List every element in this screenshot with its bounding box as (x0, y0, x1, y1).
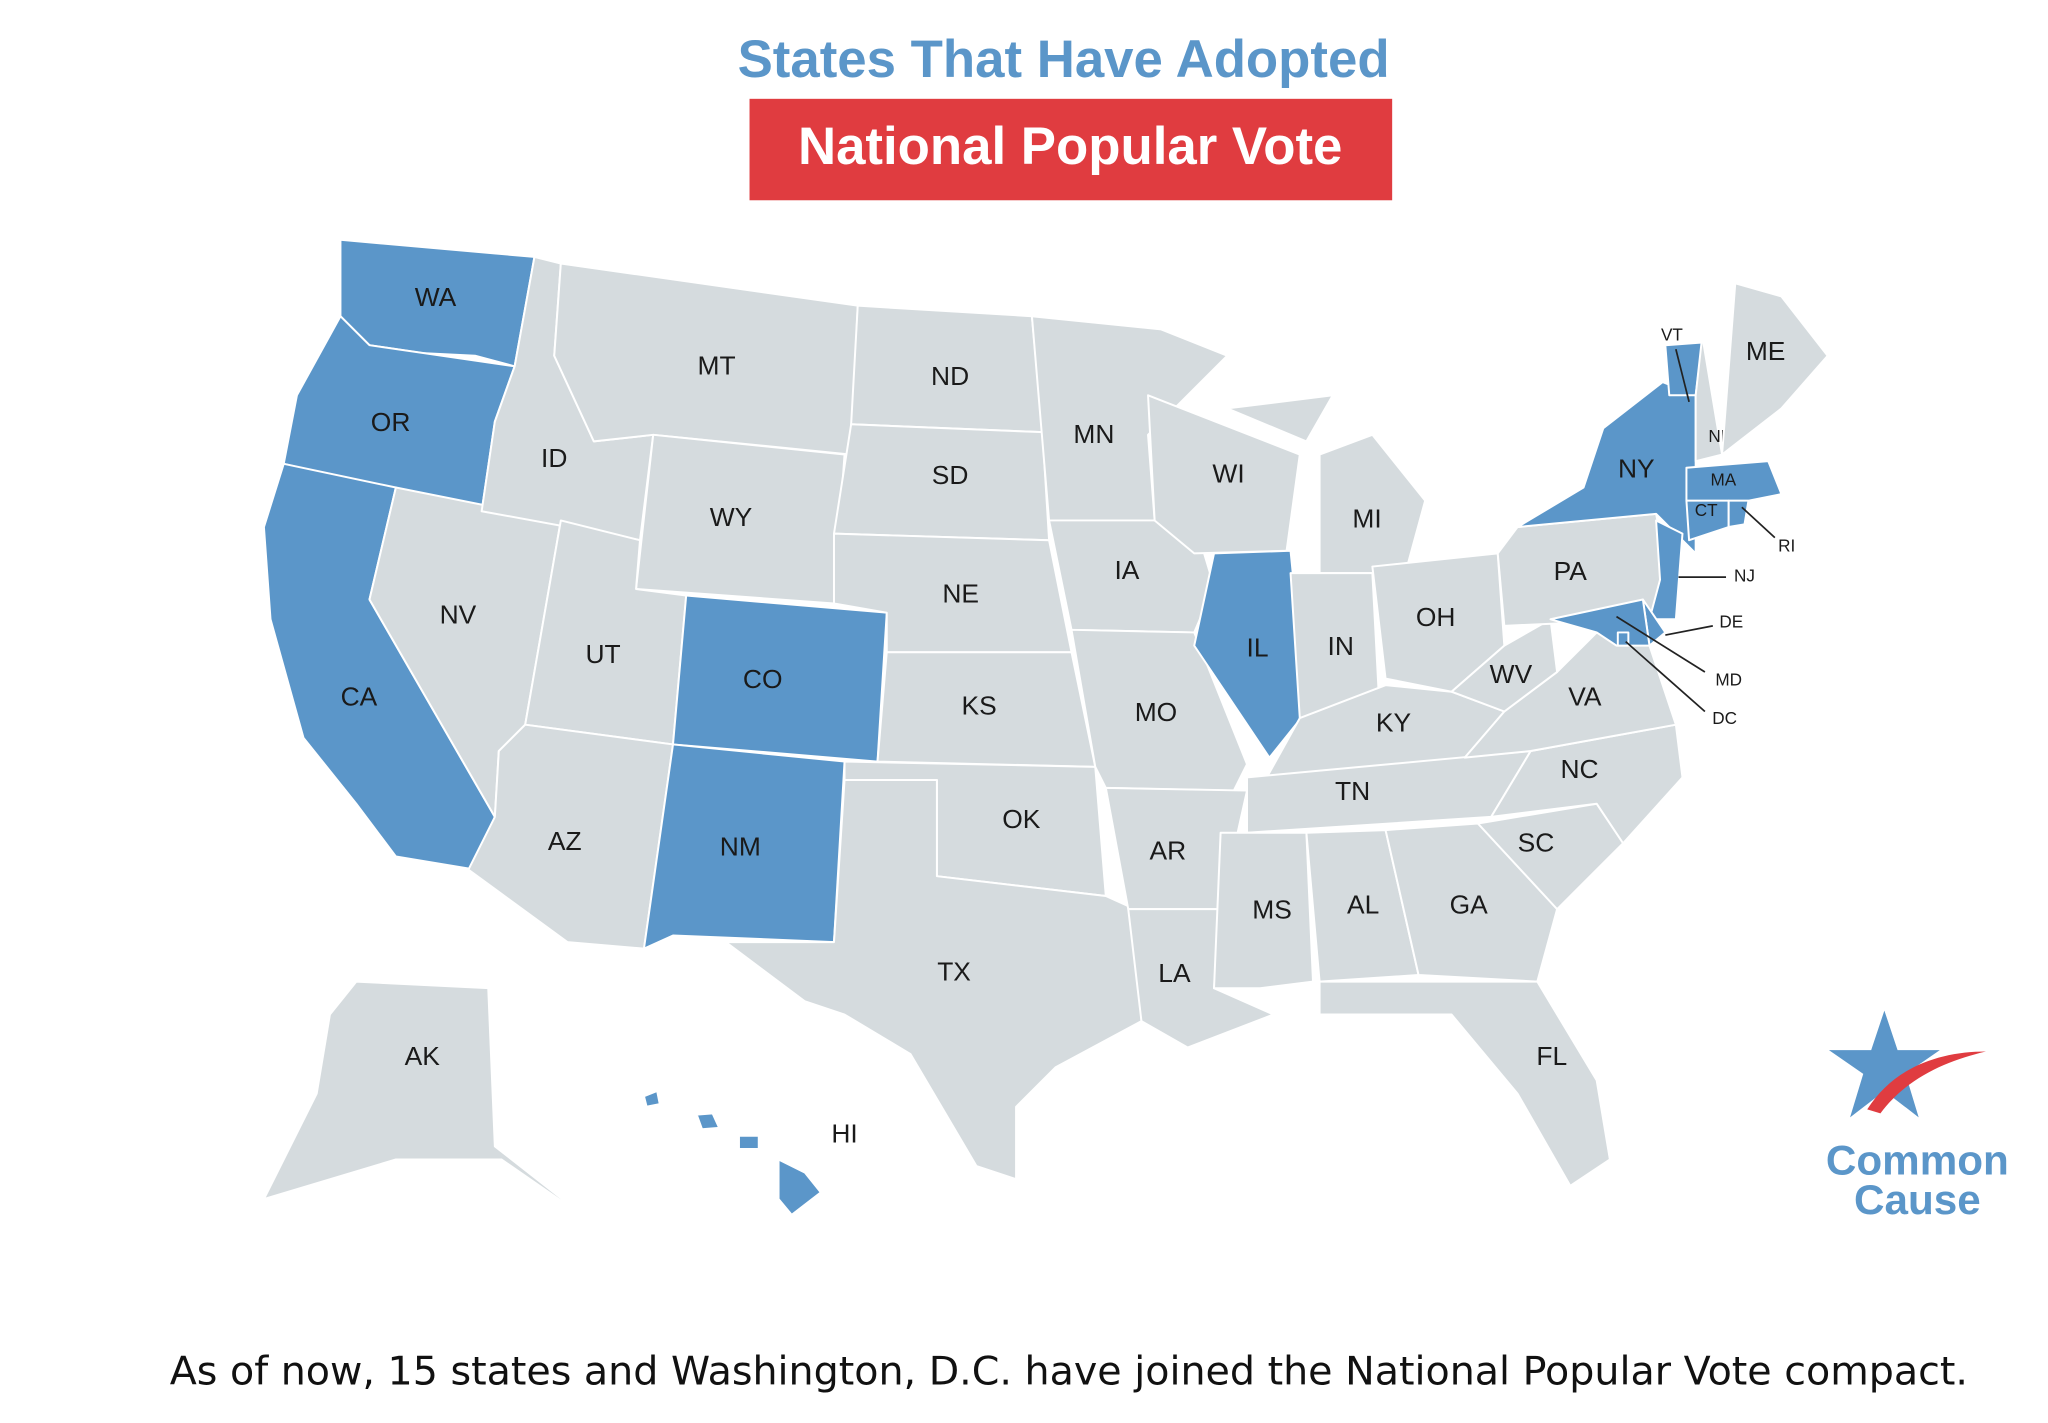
state-shape (262, 980, 589, 1220)
state-label: VA (1568, 681, 1602, 711)
state-label: CO (743, 664, 783, 694)
state-shape (1685, 460, 1783, 502)
title: States That Have Adopted (738, 30, 1390, 89)
state-label: SC (1518, 828, 1555, 858)
state-label: AR (1150, 835, 1187, 865)
state-label: ND (931, 361, 969, 391)
state-label: AL (1347, 889, 1379, 919)
leader-line (1616, 615, 1706, 673)
state-label: WI (1212, 459, 1244, 489)
state-label: MS (1252, 895, 1292, 925)
state-shape (1727, 499, 1750, 529)
leader-line (1675, 348, 1690, 403)
state-label: MI (1352, 503, 1381, 533)
state-shape (1213, 831, 1314, 990)
state-label: VT (1661, 325, 1683, 345)
state-label: MD (1715, 670, 1742, 690)
state-label: MA (1711, 469, 1737, 489)
state-label: OK (1002, 804, 1041, 834)
state-label: MN (1073, 419, 1114, 449)
state-label: MO (1135, 697, 1178, 727)
state-shape (724, 779, 1143, 1181)
state-label: WV (1490, 659, 1533, 689)
state-label: KY (1376, 708, 1411, 738)
state-label: WY (710, 502, 753, 532)
state-label: AZ (548, 826, 582, 856)
state-label: NM (720, 832, 761, 862)
logo: Common Cause (1826, 1010, 2009, 1223)
state-label: OR (371, 407, 411, 437)
logo-swoosh (1867, 1051, 1986, 1114)
state-label: UT (585, 639, 620, 669)
subtitle: National Popular Vote (798, 117, 1342, 176)
state-label: NY (1618, 453, 1655, 483)
state-shape (737, 1134, 760, 1150)
state-label: DE (1719, 612, 1743, 632)
leader-line (1625, 641, 1706, 713)
state-shape (1193, 549, 1308, 759)
state-label: MT (697, 351, 735, 381)
state-shape (777, 1158, 822, 1216)
state-label: CA (341, 681, 378, 711)
state-shape (695, 1112, 721, 1131)
state-label: IA (1114, 555, 1139, 585)
state-shape (642, 1089, 661, 1108)
state-label: IL (1247, 633, 1269, 663)
states: WA OR CA NV ID MT WY UT AZ CO NM ND SD NE KS OK TX MN IA MO… (262, 238, 1829, 1220)
state-label: ID (541, 443, 567, 473)
state-label: OH (1416, 602, 1456, 632)
state-label: ME (1746, 336, 1786, 366)
state-label: KS (962, 691, 997, 721)
state-label: SD (932, 460, 969, 490)
state-shape (1450, 618, 1559, 713)
state-label: PA (1554, 556, 1588, 586)
state-label: WA (415, 282, 457, 312)
state-label: AK (405, 1041, 441, 1071)
state-label: DC (1712, 708, 1737, 728)
leader-line (1665, 625, 1713, 636)
logo-text: Common (1826, 1137, 2009, 1184)
logo-star (1828, 1010, 1940, 1118)
state-label: IN (1328, 631, 1354, 661)
state-label: NE (942, 579, 979, 609)
leader-line (1741, 506, 1776, 539)
logo-text: Cause (1854, 1176, 1981, 1223)
state-label: NC (1560, 754, 1598, 784)
state-shape (1318, 980, 1611, 1187)
state-shape (1226, 394, 1334, 443)
state-label: HI (831, 1119, 857, 1149)
state-label: NV (440, 600, 477, 630)
state-label: RI (1778, 535, 1795, 555)
subtitle-box (749, 98, 1393, 201)
state-shape (1648, 519, 1684, 621)
state-label: TN (1335, 776, 1370, 806)
state-label: NJ (1734, 566, 1755, 586)
state-shape (642, 743, 846, 950)
state-label: GA (1450, 889, 1489, 919)
state-shape (1721, 282, 1829, 456)
state-label: LA (1158, 958, 1191, 988)
state-shape (1694, 334, 1724, 463)
state-label: CT (1695, 500, 1718, 520)
state-shape (1318, 433, 1427, 575)
state-label: FL (1536, 1041, 1567, 1071)
caption: As of now, 15 states and Washington, D.C… (170, 1349, 1968, 1395)
state-label: TX (937, 957, 971, 987)
